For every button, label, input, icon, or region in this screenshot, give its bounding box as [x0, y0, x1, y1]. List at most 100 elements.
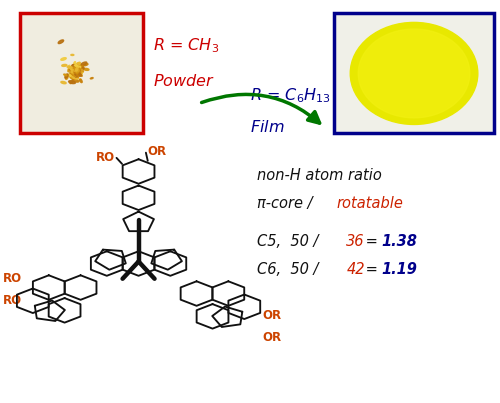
Ellipse shape [74, 69, 76, 73]
Ellipse shape [79, 70, 81, 72]
Ellipse shape [75, 69, 78, 74]
Ellipse shape [73, 68, 78, 70]
Ellipse shape [58, 40, 64, 44]
Text: 42: 42 [346, 262, 365, 277]
Ellipse shape [74, 69, 78, 72]
Ellipse shape [74, 71, 76, 73]
Ellipse shape [73, 69, 80, 71]
Ellipse shape [68, 74, 72, 77]
Ellipse shape [75, 70, 78, 72]
Ellipse shape [74, 70, 76, 71]
Ellipse shape [74, 71, 78, 73]
Ellipse shape [74, 67, 76, 69]
Ellipse shape [71, 72, 77, 75]
Ellipse shape [72, 68, 74, 71]
Ellipse shape [76, 67, 78, 71]
Ellipse shape [72, 69, 77, 71]
Ellipse shape [78, 69, 80, 72]
Ellipse shape [70, 69, 77, 73]
Ellipse shape [62, 64, 67, 66]
Ellipse shape [80, 67, 81, 68]
Ellipse shape [75, 75, 78, 77]
Ellipse shape [70, 70, 74, 74]
Ellipse shape [68, 66, 74, 71]
Ellipse shape [72, 71, 74, 72]
Ellipse shape [75, 70, 76, 72]
Ellipse shape [74, 69, 79, 75]
Ellipse shape [78, 69, 82, 75]
Ellipse shape [73, 70, 77, 73]
Ellipse shape [76, 67, 80, 70]
Ellipse shape [74, 70, 76, 73]
Ellipse shape [71, 71, 77, 73]
Ellipse shape [74, 70, 76, 72]
Ellipse shape [72, 79, 78, 82]
Bar [20, 13, 144, 133]
Ellipse shape [73, 72, 78, 74]
Ellipse shape [72, 70, 78, 73]
Ellipse shape [69, 67, 73, 71]
Ellipse shape [80, 71, 84, 73]
Text: $\it{R}$ = CH$_3$: $\it{R}$ = CH$_3$ [153, 36, 219, 55]
Ellipse shape [74, 68, 78, 74]
Ellipse shape [74, 74, 78, 75]
Ellipse shape [74, 70, 80, 73]
Ellipse shape [76, 68, 78, 73]
Ellipse shape [73, 68, 75, 71]
Ellipse shape [74, 65, 76, 67]
Ellipse shape [72, 69, 75, 75]
Ellipse shape [81, 72, 82, 74]
Ellipse shape [72, 69, 76, 73]
Ellipse shape [71, 54, 74, 56]
Ellipse shape [71, 68, 78, 71]
Ellipse shape [74, 70, 76, 73]
Ellipse shape [70, 69, 76, 72]
Ellipse shape [75, 68, 78, 73]
Ellipse shape [74, 73, 77, 75]
Ellipse shape [70, 67, 73, 72]
Ellipse shape [70, 69, 75, 72]
Ellipse shape [78, 66, 84, 68]
Ellipse shape [75, 70, 76, 72]
Ellipse shape [74, 65, 78, 70]
Text: 1.19: 1.19 [382, 262, 418, 277]
Ellipse shape [76, 68, 78, 71]
Text: rotatable: rotatable [336, 196, 404, 211]
Ellipse shape [71, 71, 76, 74]
Ellipse shape [75, 70, 77, 74]
Ellipse shape [72, 71, 76, 75]
Ellipse shape [78, 73, 81, 76]
Ellipse shape [73, 70, 75, 73]
Ellipse shape [74, 67, 77, 70]
Ellipse shape [61, 81, 66, 84]
Ellipse shape [72, 73, 76, 76]
Ellipse shape [74, 67, 75, 70]
Ellipse shape [74, 68, 77, 70]
Text: $\it{Film}$: $\it{Film}$ [250, 119, 284, 135]
Ellipse shape [72, 69, 78, 73]
Ellipse shape [75, 69, 76, 71]
Ellipse shape [71, 71, 77, 73]
Ellipse shape [67, 66, 72, 69]
Ellipse shape [69, 74, 73, 79]
Ellipse shape [76, 62, 80, 66]
Ellipse shape [72, 65, 74, 68]
Ellipse shape [74, 69, 77, 72]
Ellipse shape [71, 71, 78, 73]
Ellipse shape [74, 70, 78, 73]
Ellipse shape [76, 69, 78, 71]
Text: π-core /: π-core / [257, 196, 317, 211]
Ellipse shape [72, 69, 80, 73]
Ellipse shape [76, 71, 78, 74]
Ellipse shape [78, 71, 79, 73]
Ellipse shape [75, 74, 76, 75]
Text: =: = [361, 262, 382, 277]
Ellipse shape [74, 69, 80, 73]
Ellipse shape [76, 66, 78, 67]
Ellipse shape [74, 71, 78, 74]
Ellipse shape [73, 78, 74, 80]
Ellipse shape [72, 69, 78, 74]
Ellipse shape [75, 65, 78, 67]
Ellipse shape [77, 63, 82, 66]
Ellipse shape [80, 74, 82, 75]
